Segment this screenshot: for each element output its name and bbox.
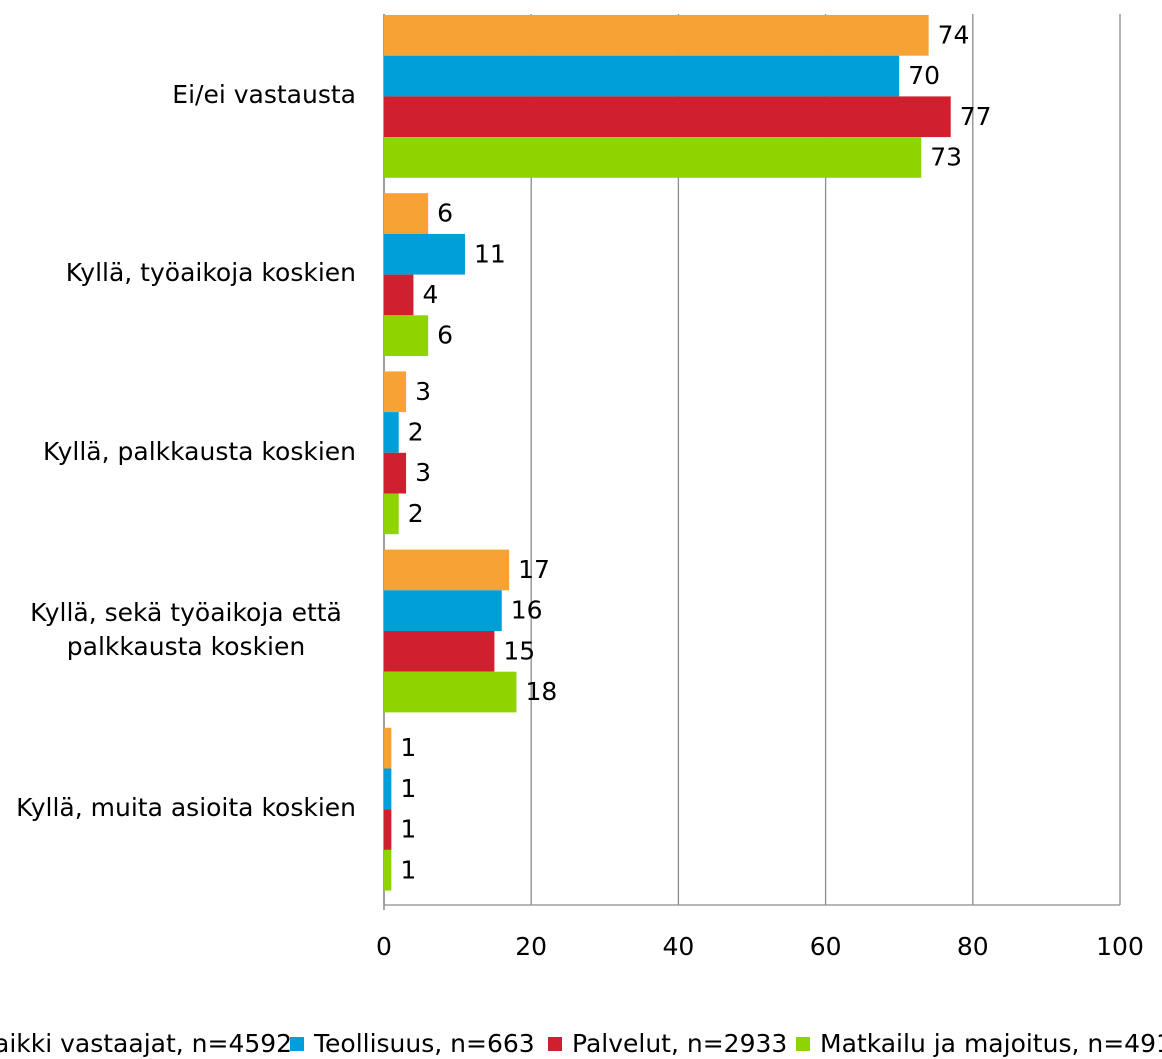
value-label: 3 — [415, 377, 431, 406]
legend-swatch — [548, 1037, 562, 1051]
value-label: 4 — [422, 280, 438, 309]
value-label: 1 — [400, 733, 416, 762]
legend-label: Teollisuus, n=663 — [313, 1029, 535, 1058]
x-tick-label: 100 — [1096, 932, 1144, 961]
bar — [384, 671, 517, 713]
bar — [384, 768, 392, 810]
bar — [384, 849, 392, 891]
category-label: Kyllä, työaikoja koskien — [6, 256, 356, 290]
value-label: 15 — [503, 636, 535, 665]
legend-swatch — [290, 1037, 304, 1051]
value-label: 16 — [511, 596, 543, 625]
bar — [384, 590, 502, 631]
value-label: 3 — [415, 458, 431, 487]
value-label: 2 — [408, 499, 424, 528]
bar — [384, 233, 465, 275]
category-text: Ei/ei vastausta — [172, 80, 356, 110]
value-label: 2 — [408, 417, 424, 446]
value-label: 1 — [400, 855, 416, 884]
category-label: Ei/ei vastausta — [6, 78, 356, 112]
value-label: 1 — [400, 774, 416, 803]
value-label: 18 — [525, 677, 557, 706]
x-tick-label: 20 — [515, 932, 547, 961]
value-label: 11 — [474, 239, 506, 268]
bar — [384, 412, 399, 453]
bar — [384, 274, 414, 316]
value-label: 6 — [437, 321, 453, 350]
bar — [384, 315, 429, 356]
value-label: 70 — [908, 61, 940, 90]
legend-label: aikki vastaajat, n=4592 — [0, 1029, 292, 1058]
bar — [384, 55, 900, 97]
legend-label: Palvelut, n=2933 — [572, 1029, 787, 1058]
category-label: Kyllä, sekä työaikoja että palkkausta ko… — [6, 596, 356, 664]
bar — [384, 452, 407, 494]
category-label: Kyllä, palkkausta koskien — [6, 435, 356, 469]
bar — [384, 809, 392, 850]
bar — [384, 137, 922, 178]
category-text: Kyllä, muita asioita koskien — [16, 792, 356, 822]
value-label: 73 — [930, 142, 962, 171]
bar — [384, 96, 951, 138]
value-label: 6 — [437, 199, 453, 228]
bar — [384, 15, 929, 56]
value-label: 77 — [960, 102, 992, 131]
value-label: 1 — [400, 815, 416, 844]
value-label: 74 — [938, 20, 970, 49]
x-tick-label: 60 — [810, 932, 842, 961]
legend-swatch — [796, 1037, 810, 1051]
category-label: Kyllä, muita asioita koskien — [6, 791, 356, 825]
x-tick-label: 40 — [662, 932, 694, 961]
legend-label: Matkailu ja majoitus, n=491 — [820, 1029, 1162, 1058]
bar — [384, 727, 392, 769]
bar — [384, 371, 407, 413]
category-text: Kyllä, työaikoja koskien — [65, 258, 356, 288]
x-tick-label: 0 — [376, 932, 392, 961]
value-label: 17 — [518, 555, 550, 584]
x-tick-label: 80 — [957, 932, 989, 961]
bar — [384, 193, 429, 234]
bar — [384, 493, 399, 535]
bar — [384, 631, 495, 672]
bar — [384, 549, 510, 591]
category-text: Kyllä, sekä työaikoja että palkkausta ko… — [30, 597, 342, 661]
category-text: Kyllä, palkkausta koskien — [43, 436, 356, 466]
